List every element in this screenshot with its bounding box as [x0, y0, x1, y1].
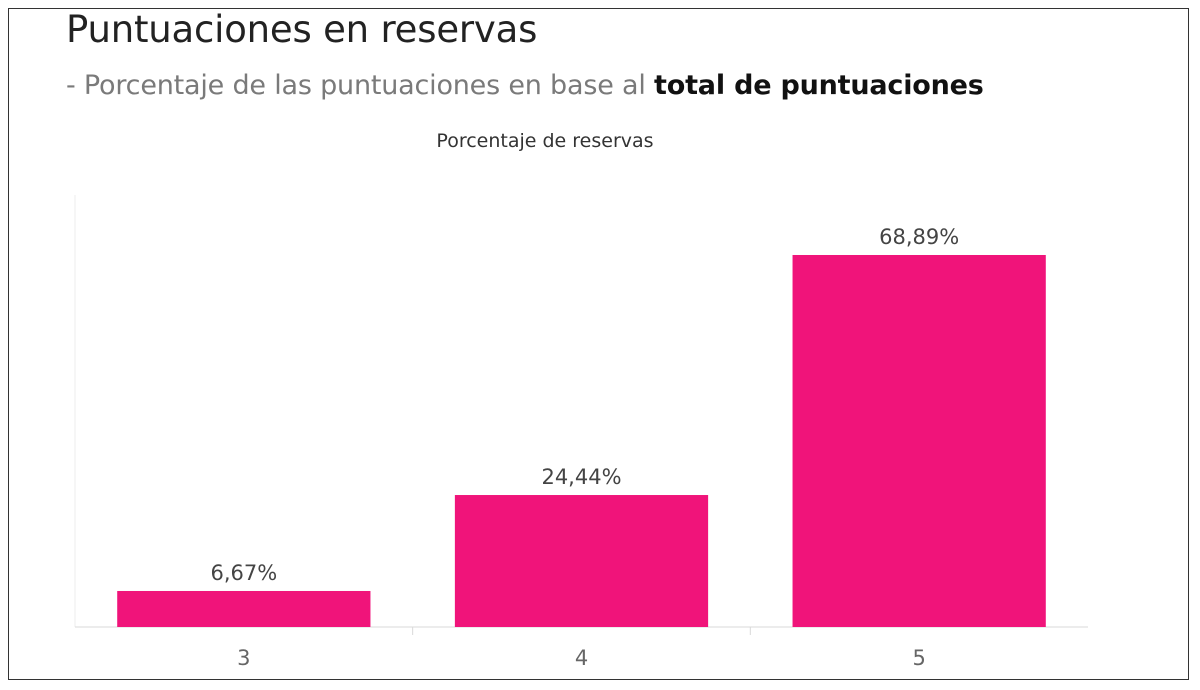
x-tick-label-4: 4	[575, 646, 588, 670]
label-layer: 6,67% 3 24,44% 4 68,89% 5	[210, 225, 959, 670]
bar-layer	[117, 254, 1046, 627]
chart-title: Porcentaje de reservas	[436, 130, 654, 152]
subtitle-prefix: - Porcentaje de las puntuaciones en base…	[66, 70, 655, 101]
data-label-5: 68,89%	[879, 225, 959, 249]
data-label-4: 24,44%	[541, 465, 621, 489]
bar-3[interactable]	[117, 590, 371, 627]
subtitle-bold: total de puntuaciones	[654, 70, 984, 101]
x-tick-label-5: 5	[912, 646, 925, 670]
bar-5[interactable]	[792, 254, 1046, 627]
bar-4[interactable]	[454, 495, 709, 627]
page-title: Puntuaciones en reservas	[66, 8, 538, 51]
x-tick-label-3: 3	[237, 646, 250, 670]
data-label-3: 6,67%	[210, 561, 277, 585]
page-subtitle: - Porcentaje de las puntuaciones en base…	[66, 70, 984, 101]
